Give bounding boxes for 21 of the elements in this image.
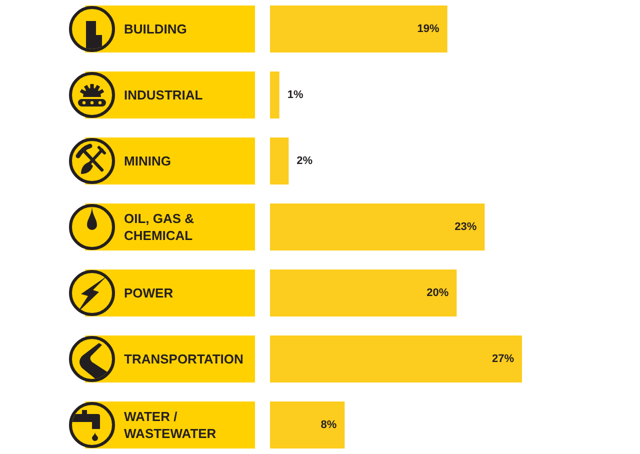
bar <box>270 72 280 118</box>
y-tick-label: BUILDING <box>124 22 187 36</box>
data-label: 23% <box>454 221 477 233</box>
data-label: 27% <box>492 353 514 365</box>
bar <box>270 402 345 448</box>
y-tick-label: INDUSTRIAL <box>124 88 203 102</box>
data-label: 1% <box>287 89 304 101</box>
bar <box>270 270 457 316</box>
bar <box>270 6 448 52</box>
bar <box>270 204 485 250</box>
data-label: 19% <box>417 23 440 35</box>
data-label: 20% <box>426 287 449 299</box>
bar <box>270 138 289 184</box>
y-tick-label: POWER <box>124 286 174 300</box>
y-tick-label: MINING <box>124 154 171 168</box>
bar <box>270 336 522 382</box>
y-tick-label: TRANSPORTATION <box>124 352 244 366</box>
y-tick-label: OIL, GAS & CHEMICAL <box>124 211 198 243</box>
data-label: 8% <box>320 419 337 431</box>
data-label: 2% <box>296 155 313 167</box>
y-tick-label: WATER / WASTEWATER <box>124 409 217 441</box>
